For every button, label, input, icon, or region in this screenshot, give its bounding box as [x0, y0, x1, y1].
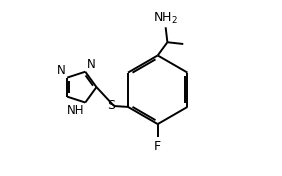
- Text: F: F: [154, 140, 161, 153]
- Text: N: N: [87, 58, 95, 71]
- Text: NH$_2$: NH$_2$: [153, 11, 178, 26]
- Text: NH: NH: [67, 104, 84, 117]
- Text: S: S: [107, 99, 115, 112]
- Text: N: N: [57, 64, 66, 77]
